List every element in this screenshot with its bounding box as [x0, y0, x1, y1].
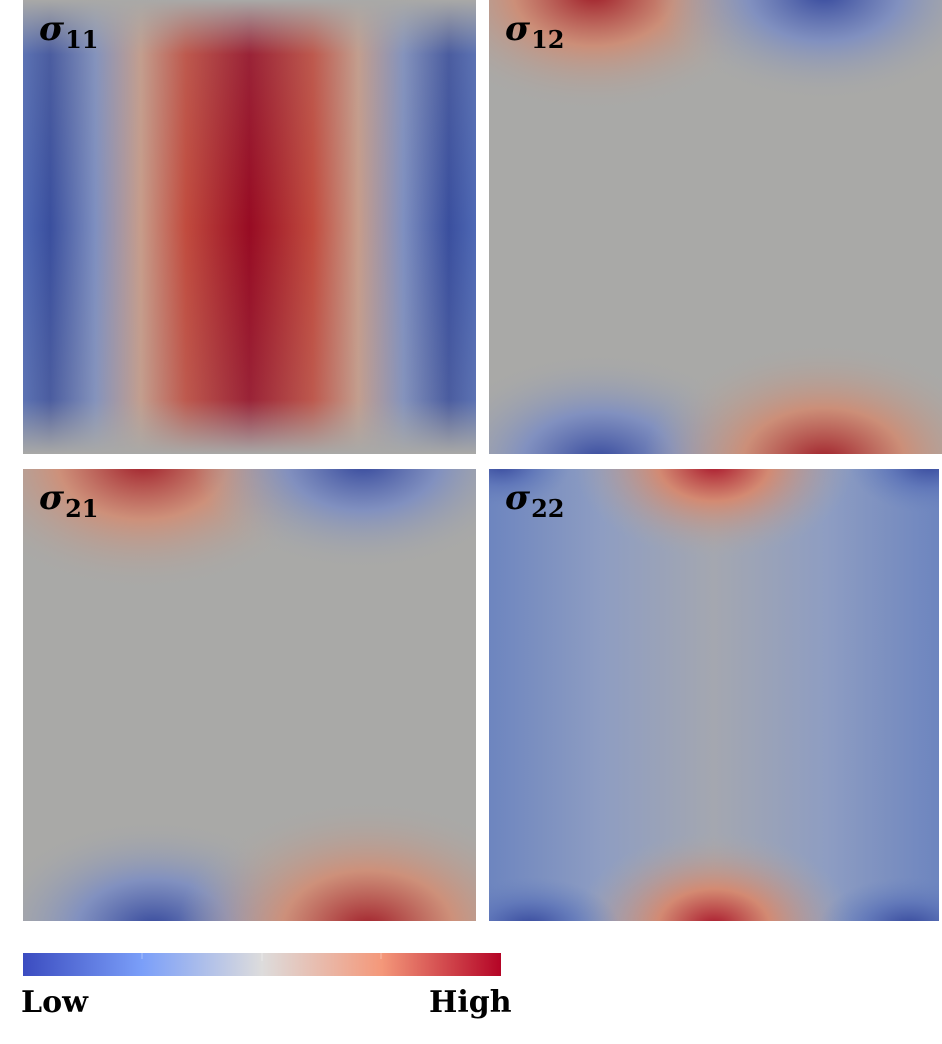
panel-label-sigma-11: σ11 — [39, 9, 99, 54]
stress-field-sigma-11: σ11 — [23, 0, 476, 454]
sigma-21-heatmap — [23, 469, 476, 921]
colorbar-low-label: Low — [21, 985, 88, 1020]
panel-label-sigma-21: σ21 — [39, 478, 99, 523]
colorbar-gradient — [23, 953, 501, 976]
panel-label-sigma-22: σ22 — [505, 478, 565, 523]
stress-field-sigma-21: σ21 — [23, 469, 476, 921]
colorbar-high-label: High — [429, 985, 512, 1020]
stress-field-sigma-12: σ12 — [489, 0, 942, 454]
sigma-22-heatmap — [489, 469, 939, 921]
panel-label-sigma-12: σ12 — [505, 9, 565, 54]
colorbar-ticks — [141, 953, 382, 961]
sigma-12-heatmap — [489, 0, 942, 454]
sigma-11-heatmap — [23, 0, 476, 454]
stress-field-sigma-22: σ22 — [489, 469, 939, 921]
colorbar — [23, 953, 501, 976]
